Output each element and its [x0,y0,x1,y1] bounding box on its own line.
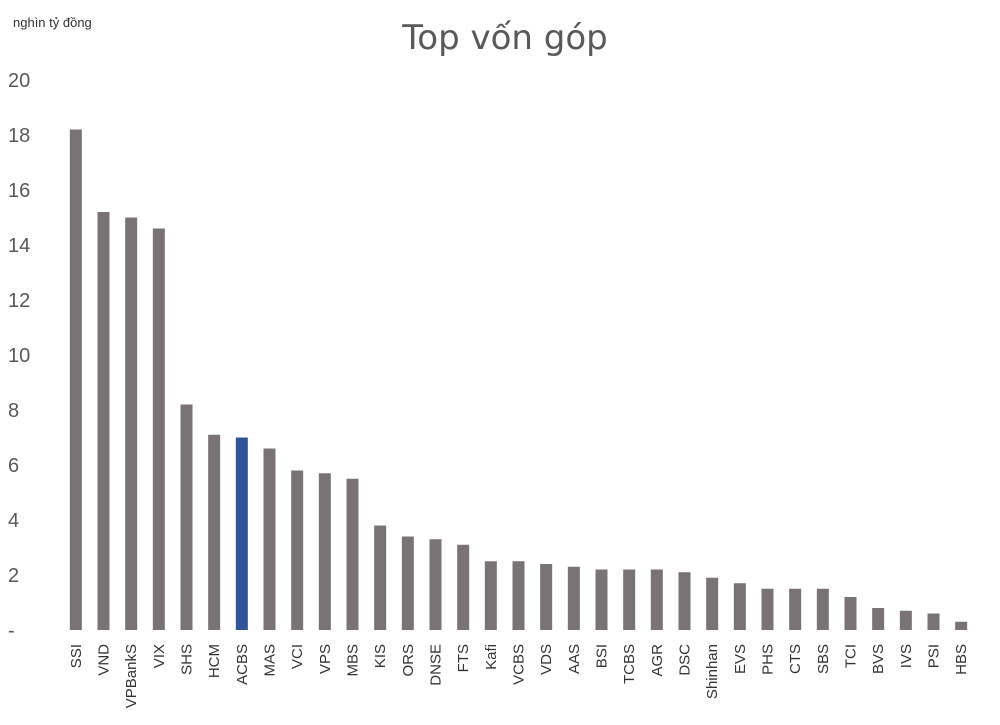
bar-ivs [899,610,912,630]
x-tick-label: KIS [372,644,389,668]
x-tick-label: VCBS [511,644,528,685]
chart-title: Top vốn góp [401,18,607,58]
x-tick-label: VND [96,644,113,676]
bar-bvs [872,608,885,630]
bar-hbs [955,621,968,630]
y-tick-label: - [8,620,15,642]
x-tick-label: SHS [179,644,196,675]
x-tick-label: ACBS [234,644,251,685]
y-tick-label: 2 [8,565,19,587]
y-tick-label: 4 [8,510,19,532]
y-tick-label: 14 [8,235,30,257]
bar-ssi [69,129,82,630]
bar-shinhan [706,577,719,630]
bars-group [69,129,968,630]
x-tick-label: EVS [732,644,749,674]
x-tick-label: VPBankS [123,644,140,708]
bar-kis [374,525,387,630]
y-axis-ticks: - 2 4 6 8 10 12 14 16 18 20 [8,70,30,642]
x-tick-label: SSI [68,644,85,668]
x-tick-label: BSI [594,644,611,668]
y-tick-label: 18 [8,125,30,147]
bar-tci [844,597,857,630]
x-tick-label: TCI [843,644,860,668]
bar-mbs [346,478,359,630]
x-tick-label: DSC [677,644,694,676]
bar-ors [401,536,414,630]
bar-agr [650,569,663,630]
bar-vcbs [512,561,525,630]
x-tick-label: VCI [289,644,306,669]
y-tick-label: 16 [8,180,30,202]
bar-mas [263,448,276,630]
bar-evs [733,583,746,630]
x-tick-label: AGR [649,644,666,677]
bar-vds [540,564,553,630]
x-tick-label: VPS [317,644,334,674]
bar-vnd [97,212,110,630]
x-tick-label: IVS [898,644,915,668]
x-tick-label: MBS [345,644,362,677]
bar-aas [567,566,580,630]
bar-tcbs [623,569,636,630]
bar-kafi [484,561,497,630]
x-tick-label: Shinhan [704,644,721,699]
x-tick-label: VDS [538,644,555,675]
x-tick-label: MAS [262,644,279,677]
y-tick-label: 8 [8,400,19,422]
y-tick-label: 20 [8,70,30,92]
x-tick-label: VIX [151,644,168,668]
x-tick-label: AAS [566,644,583,674]
bar-shs [180,404,193,630]
y-tick-label: 10 [8,345,30,367]
bar-vci [291,470,304,630]
x-tick-label: Kafi [483,644,500,670]
x-tick-label: DNSE [428,644,445,686]
bar-psi [927,613,940,630]
bar-sbs [816,588,829,630]
y-unit-label: nghìn tỷ đồng [13,15,92,30]
bar-phs [761,588,774,630]
bar-fts [457,544,470,630]
x-tick-label: FTS [455,644,472,672]
x-tick-label: CTS [787,644,804,674]
bar-cts [789,588,802,630]
x-tick-label: PSI [926,644,943,668]
x-tick-label: PHS [760,644,777,675]
bar-vix [152,228,165,630]
x-tick-label: TCBS [621,644,638,684]
y-tick-label: 12 [8,290,30,312]
x-tick-label: ORS [400,644,417,677]
bar-dsc [678,572,691,630]
bar-acbs [235,437,248,630]
x-tick-label: HBS [953,644,970,675]
x-axis-ticks: SSI VND VPBankS VIX SHS HCM ACBS MAS VCI VPS MBS KI… [68,644,970,708]
bar-dnse [429,539,442,630]
bar-bsi [595,569,608,630]
x-tick-label: BVS [870,644,887,674]
x-tick-label: HCM [206,644,223,678]
bar-vps [318,473,331,630]
y-tick-label: 6 [8,455,19,477]
bar-hcm [208,434,221,630]
bar-vpbanks [125,217,138,630]
x-tick-label: SBS [815,644,832,674]
